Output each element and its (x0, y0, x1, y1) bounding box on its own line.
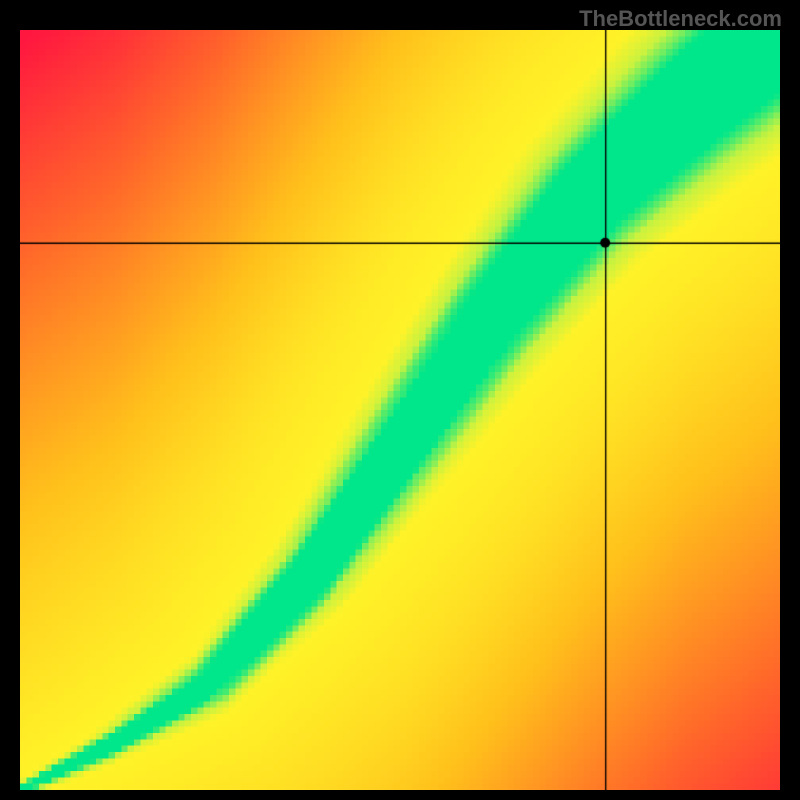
heatmap-canvas (20, 30, 780, 790)
watermark-text: TheBottleneck.com (579, 6, 782, 32)
chart-container: TheBottleneck.com (0, 0, 800, 800)
